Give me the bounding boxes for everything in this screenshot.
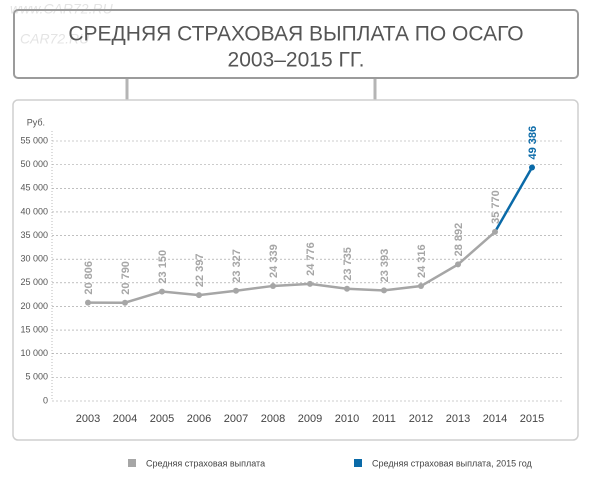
connector-line (493, 166, 534, 233)
y-axis-label: Руб. (27, 117, 45, 127)
series-line (87, 230, 496, 304)
chart-title: СРЕДНЯЯ СТРАХОВАЯ ВЫПЛАТА ПО ОСАГО (68, 23, 523, 46)
y-tick-label: 40 000 (20, 206, 48, 216)
data-point (344, 285, 350, 292)
data-label: 28 892 (453, 223, 465, 257)
data-label: 24 339 (268, 244, 280, 278)
x-tick-label: 2014 (483, 413, 507, 425)
plot-panel (12, 99, 579, 441)
x-tick-label: 2008 (261, 413, 285, 425)
legend-label: Средняя страховая выплата (146, 458, 265, 468)
data-point (270, 282, 276, 289)
data-label: 24 776 (305, 242, 317, 276)
y-tick-label: 35 000 (20, 230, 48, 240)
y-tick-label: 20 000 (20, 301, 48, 311)
data-label: 22 397 (194, 253, 206, 287)
data-label: 24 316 (416, 244, 428, 278)
legend-label: Средняя страховая выплата, 2015 год (372, 458, 533, 468)
x-tick-label: 2005 (150, 413, 174, 425)
data-label: 23 735 (342, 247, 354, 281)
legend-swatch (128, 459, 136, 467)
y-tick-label: 10 000 (20, 348, 48, 358)
y-tick-label: 30 000 (20, 254, 48, 264)
data-label: 20 806 (83, 261, 95, 295)
x-tick-label: 2012 (409, 413, 433, 425)
watermark: www.CAR72.RU (10, 1, 114, 17)
data-label: 23 150 (157, 250, 169, 284)
data-label: 49 386 (527, 126, 539, 160)
y-tick-label: 0 (43, 395, 48, 405)
y-tick-label: 25 000 (20, 277, 48, 287)
title-box (13, 9, 579, 79)
chart-title: 2003–2015 ГГ. (228, 49, 365, 72)
x-tick-label: 2003 (76, 413, 100, 425)
y-tick-label: 45 000 (20, 183, 48, 193)
data-point (122, 299, 128, 306)
data-label: 20 790 (120, 261, 132, 295)
y-tick-label: 5 000 (25, 372, 48, 382)
data-label: 23 327 (231, 249, 243, 283)
x-tick-label: 2011 (372, 413, 396, 425)
x-tick-label: 2007 (224, 413, 248, 425)
data-point (233, 287, 239, 294)
data-point (492, 228, 498, 235)
y-tick-label: 55 000 (20, 135, 48, 145)
y-tick-label: 15 000 (20, 324, 48, 334)
data-point (159, 288, 165, 295)
watermark: CAR72.RU (20, 31, 90, 47)
data-point (381, 287, 387, 294)
x-tick-label: 2006 (187, 413, 211, 425)
data-point (307, 280, 313, 287)
x-tick-label: 2009 (298, 413, 322, 425)
data-label: 23 393 (379, 249, 391, 283)
data-point (418, 283, 424, 290)
data-point (85, 299, 91, 306)
x-tick-label: 2010 (335, 413, 359, 425)
x-tick-label: 2013 (446, 413, 470, 425)
data-point (196, 292, 202, 299)
data-point (455, 261, 461, 268)
data-label: 35 770 (490, 190, 502, 224)
data-point (529, 164, 535, 171)
x-tick-label: 2015 (520, 413, 544, 425)
legend-swatch (354, 459, 362, 467)
y-tick-label: 50 000 (20, 159, 48, 169)
x-tick-label: 2004 (113, 413, 137, 425)
